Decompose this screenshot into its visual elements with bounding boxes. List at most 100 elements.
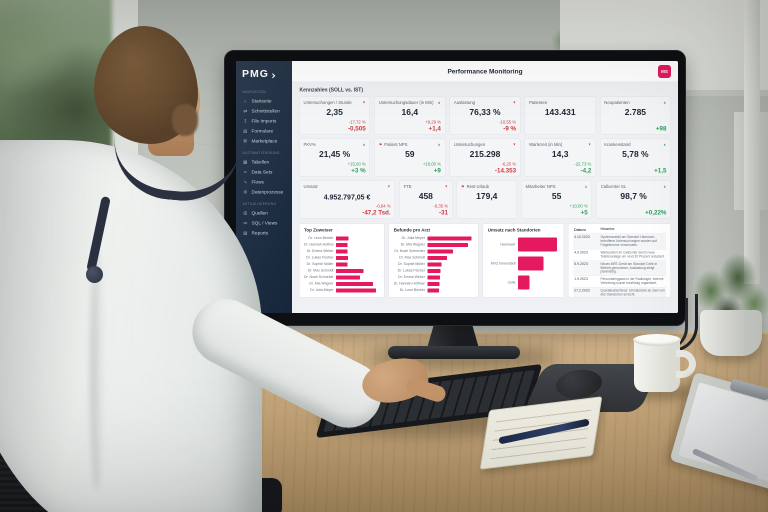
brand-logo: PMG: [236, 61, 292, 85]
sidebar-item-quellen[interactable]: ⊞ Quellen: [236, 208, 292, 218]
kpi-card[interactable]: Wartezeit (in Min) ▼ 14,3 -22,73 % -4,2: [524, 138, 596, 177]
bar: [427, 262, 442, 267]
sidebar-item-datenprozesse[interactable]: ⚙ Datenprozesse: [236, 187, 292, 197]
bar: [427, 275, 440, 280]
bar-track: [427, 268, 473, 273]
sidebar-item-sql-views[interactable]: ≔ SQL / Views: [236, 218, 292, 228]
bar-row: Dr. Max Schmidt: [394, 255, 474, 262]
bar-row: Dr. Noah Schneider: [304, 274, 380, 281]
kpi-card-header: ⚑ Rest Urlaub: [461, 184, 513, 189]
notes-table-card[interactable]: Datum Hinweise 4.10.2023 Systemausfall am S…: [568, 223, 671, 298]
sidebar-item-marketplace[interactable]: ⌘ Marketplace: [236, 136, 292, 146]
kpi-card[interactable]: Mitarbeiter NPS ▲ 55 +10,00 % +5: [521, 180, 593, 219]
kpi-delta-absolute: -47,2 Tsd.: [362, 209, 391, 216]
bar-track: [336, 268, 380, 273]
kpi-value: 59: [405, 149, 415, 160]
sidebar-item-file-imports[interactable]: ↥ File Imports: [236, 116, 292, 126]
kpi-delta-absolute: +5: [580, 209, 588, 216]
kpi-delta-percent: -6,35 %: [433, 203, 449, 209]
sidebar-item-schnittstellen[interactable]: ⇄ Schnittstellen: [236, 106, 292, 116]
kpi-card[interactable]: Untersuchungen ▼ 215.298 -6,25 % -14.353: [449, 138, 521, 177]
bar-track: [336, 236, 380, 241]
bar-row: Hannover: [488, 235, 559, 254]
table-row: 4.10.2023 Systemausfall am Standort Hanno…: [573, 234, 666, 250]
kpi-card[interactable]: Callcenter SL ▲ 98,7 % +0,22%: [596, 180, 671, 219]
kpi-delta-percent: +10,00 %: [569, 203, 588, 209]
bar: [336, 242, 348, 247]
kpi-card[interactable]: ⚑ Patient NPS ▲ 59 +18,00 % +9: [374, 138, 446, 177]
bar-track: [427, 255, 473, 260]
chart-card-top-zuweiser[interactable]: Top Zuweiser Dr. Leon Becker Dr. Hannah Ho…: [299, 223, 385, 298]
kpi-card[interactable]: FTE ▼ 458 -6,35 % -31: [399, 180, 453, 219]
bar: [336, 288, 377, 293]
bar-label: Dr. Lukas Fischer: [397, 269, 425, 273]
kpi-card[interactable]: Untersuchungsdauer (in Min) ▲ 16,4 +9,29 % +…: [374, 96, 446, 135]
sidebar-item-reports[interactable]: ▧ Reports: [236, 228, 292, 238]
flows-icon: ∿: [243, 179, 248, 185]
table-row: 27.2.2023 Quartalsabschluss: Umsatzziele …: [573, 287, 666, 297]
sidebar-item-startseite[interactable]: ⌂ Startseite: [236, 96, 292, 106]
bar-row: Dr. Sophie Müller: [394, 261, 474, 268]
avatar-button[interactable]: MS: [658, 65, 671, 78]
dashboard: PMG NAVIGATION ⌂ Startseite ⇄ Schnittstellen…: [236, 61, 678, 313]
desk-plant-pot: [700, 310, 762, 356]
kpi-card[interactable]: Krankenstand ▲ 5,78 % +1,5: [599, 138, 671, 177]
monitor-base: [388, 346, 520, 359]
sidebar-item-formulare[interactable]: ▤ Formulare: [236, 126, 292, 136]
bar: [336, 262, 348, 267]
kpi-delta-absolute: -9 %: [503, 125, 517, 132]
kpi-delta: +98: [656, 125, 667, 132]
bar-row: Dr. Emma Weber: [304, 248, 380, 255]
sidebar-item-label: Marketplace: [251, 138, 278, 144]
kpi-card[interactable]: Auslastung ▼ 76,33 % -10,55 % -9 %: [449, 96, 521, 135]
table-cell-date: 4.9.2023: [574, 250, 588, 255]
kpi-title: Patienten: [529, 100, 548, 105]
kpi-delta-absolute: +1,5: [654, 167, 667, 174]
marketplace-icon: ⌘: [243, 138, 248, 144]
kpi-card-header: Patienten: [529, 100, 591, 105]
bar-row: Dr. Leon Becker: [304, 235, 380, 242]
kpi-delta-absolute: -4,2: [580, 167, 592, 174]
kpi-delta-absolute: -31: [438, 209, 449, 216]
kpi-card[interactable]: Umsatz ▼ 4.952.797,05 € -0,94 % -47,2 Tsd.: [299, 180, 396, 219]
kpi-delta: -22,73 % -4,2: [574, 162, 591, 174]
trend-down-icon: ▼: [444, 184, 449, 189]
kpi-delta-absolute: -0,505: [347, 125, 366, 132]
trend-down-icon: ▼: [387, 184, 391, 189]
reports-icon: ▧: [243, 230, 248, 236]
chart-card-befunde-pro-arzt[interactable]: Befunde pro Arzt Dr. Julia Meyer Dr. Mia W…: [388, 223, 479, 298]
kpi-card[interactable]: ⚑ Rest Urlaub 179,4: [456, 180, 518, 219]
coffee-mug: [633, 334, 696, 392]
kpi-card[interactable]: Untersuchungen / Stunde ▼ 2,35 -17,72 % -0,5…: [299, 96, 371, 135]
bar: [427, 255, 447, 260]
kpi-card[interactable]: Patienten 143.431: [524, 96, 596, 135]
kpi-delta-absolute: +9: [433, 167, 441, 174]
kpi-delta: -17,72 % -0,505: [348, 120, 366, 132]
table-header-note: Hinweise: [600, 227, 615, 232]
kpi-delta-absolute: +1,4: [428, 125, 441, 132]
bar-track: [336, 288, 380, 293]
bar-label: Dr. Julia Meyer: [401, 236, 425, 241]
bar-label: Dr. Sophie Müller: [306, 262, 334, 267]
bar: [336, 275, 361, 280]
dashboard-body: Kennzahlen (SOLL vs. IST) Untersuchungen…: [292, 82, 678, 313]
interfaces-icon: ⇄: [243, 108, 248, 114]
kpi-card[interactable]: Neupatienten ▲ 2.785 +98: [599, 96, 671, 135]
chart-card-umsatz-nach-standorten[interactable]: Umsatz nach Standorten Hannover MVZ Innens…: [482, 223, 565, 298]
kpi-delta: +1,5: [654, 167, 666, 174]
kpi-card[interactable]: PKV% ▲ 21,45 % +15,00 % +3 %: [299, 138, 371, 177]
bar-label: Dr. Noah Schneider: [394, 249, 425, 254]
bar-track: [427, 275, 473, 280]
kpi-delta: +9,29 % +1,4: [425, 120, 441, 132]
kpi-delta-percent: -17,72 %: [348, 119, 366, 125]
sidebar-item-flows[interactable]: ∿ Flows: [236, 177, 292, 187]
bar-label: Dr. Emma Weber: [306, 249, 334, 254]
bar-row: Dr. Lukas Fischer: [304, 255, 380, 262]
kpi-value: 143.431: [544, 107, 576, 118]
kpi-row: Umsatz ▼ 4.952.797,05 € -0,94 % -47,2 Tsd. FT…: [299, 180, 671, 219]
table-row: 1.9.2023 Personalengpass in der Radiologi…: [573, 276, 666, 288]
sidebar-item-tabellen[interactable]: ▦ Tabellen: [236, 157, 292, 167]
home-icon: ⌂: [243, 98, 247, 104]
sidebar-item-data-sets[interactable]: ≡ Data Sets: [236, 167, 292, 177]
kpi-delta-absolute: +98: [655, 125, 667, 132]
